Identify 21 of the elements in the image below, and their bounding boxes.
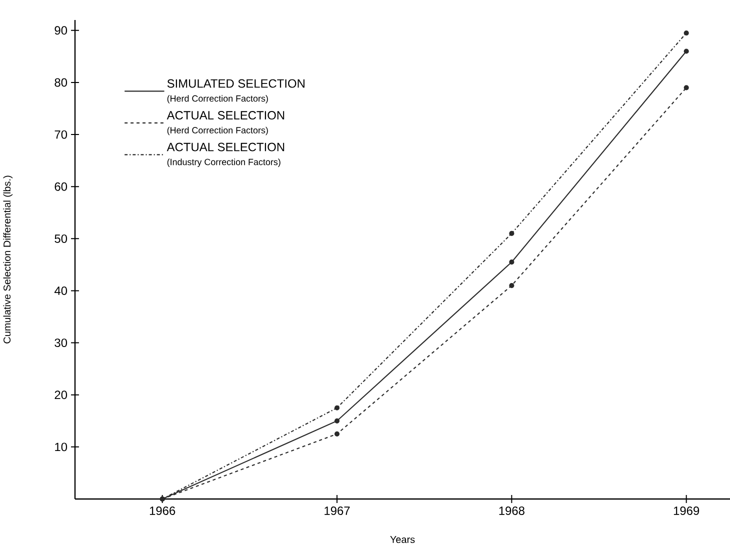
y-tick-label: 60 bbox=[54, 182, 68, 191]
annotation: (Industry Correction Factors) bbox=[167, 158, 280, 167]
x-axis-title: Years bbox=[390, 536, 415, 543]
x-tick-label: 1969 bbox=[674, 506, 700, 515]
legend-label: ACTUAL SELECTION bbox=[166, 142, 284, 152]
y-tick-label: 30 bbox=[54, 338, 68, 348]
annotation: (Herd Correction Factors) bbox=[167, 126, 268, 136]
x-tick-label: 1968 bbox=[499, 506, 524, 515]
legend-label: ACTUAL SELECTION bbox=[166, 111, 284, 120]
x-tick-label: 1966 bbox=[150, 506, 176, 515]
y-tick-label: 20 bbox=[54, 390, 68, 400]
y-tick-label: 50 bbox=[54, 234, 68, 243]
y-axis-title: Cumulative Selection Differential (lbs.) bbox=[3, 176, 13, 344]
y-tick-label: 90 bbox=[54, 26, 68, 35]
y-tick-label: 10 bbox=[55, 442, 68, 452]
y-tick-label: 80 bbox=[54, 78, 68, 87]
x-tick-label: 1967 bbox=[324, 506, 350, 515]
y-tick-label: 70 bbox=[54, 130, 68, 139]
legend-label: SIMULATED SELECTION bbox=[167, 79, 304, 88]
annotation: (Herd Correction Factors) bbox=[167, 95, 268, 104]
y-tick-label: 40 bbox=[54, 286, 68, 295]
